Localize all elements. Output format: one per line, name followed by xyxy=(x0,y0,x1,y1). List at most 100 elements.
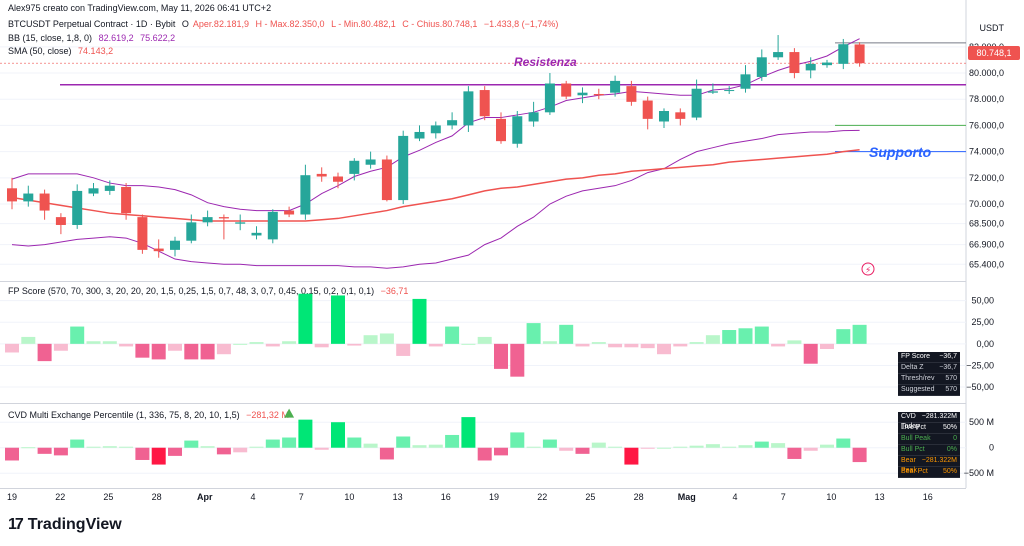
fp-tick-label: 50,00 xyxy=(971,296,994,306)
cvd-bar xyxy=(591,442,606,448)
bb-upper-value: 82.619,2 xyxy=(98,33,134,43)
fp-legend[interactable]: FP Score (570, 70, 300, 3, 20, 20, 20, 1… xyxy=(8,286,412,296)
fp-bar xyxy=(591,342,606,344)
fp-bar xyxy=(347,343,362,346)
cvd-bar xyxy=(135,447,150,460)
cvd-bar xyxy=(461,417,476,448)
candle-body xyxy=(137,217,148,250)
x-tick-label: 10 xyxy=(826,492,836,502)
fp-bar xyxy=(216,343,231,355)
fp-bar xyxy=(428,343,443,347)
x-tick-label: 22 xyxy=(537,492,547,502)
cvd-bar xyxy=(852,447,867,463)
candle-body xyxy=(170,240,180,250)
fp-bar xyxy=(771,343,786,347)
pane-divider-2[interactable] xyxy=(0,403,966,404)
cvd-bar xyxy=(249,446,264,448)
fp-bar xyxy=(803,343,818,364)
candle-body xyxy=(642,100,653,119)
cvd-bar xyxy=(396,436,411,448)
x-tick-label: 16 xyxy=(923,492,933,502)
ohlc-close: C - Chius.80.748,1 xyxy=(402,19,478,29)
fp-bar xyxy=(151,343,166,360)
tradingview-brand[interactable]: 17 TradingView xyxy=(8,516,122,534)
fp-bar xyxy=(249,342,264,344)
ohlc-low: L - Min.80.482,1 xyxy=(331,19,396,29)
sma-legend[interactable]: SMA (50, close) 74.143,2 xyxy=(8,46,117,56)
cvd-bar xyxy=(200,446,215,448)
fp-bar xyxy=(689,342,704,344)
symbol-title[interactable]: BTCUSDT Perpetual Contract · 1D · Bybit xyxy=(8,19,176,29)
candle-body xyxy=(218,217,229,219)
fp-bar xyxy=(477,336,492,344)
cvd-legend[interactable]: CVD Multi Exchange Percentile (1, 336, 7… xyxy=(8,410,293,420)
x-tick-label: 28 xyxy=(152,492,162,502)
price-tick-label: 76.000,0 xyxy=(969,120,1004,130)
table-value: −281.322M xyxy=(921,457,957,464)
candle-body xyxy=(365,159,376,165)
fp-bar xyxy=(5,343,19,353)
table-row: Bear Peak −281.322M xyxy=(898,456,960,474)
cvd-bar xyxy=(510,432,525,448)
cvd-bar xyxy=(624,447,639,465)
candle-body xyxy=(235,222,246,224)
pane-divider-1[interactable] xyxy=(0,281,966,282)
fp-bar xyxy=(754,326,769,344)
candle-body xyxy=(773,52,784,58)
candle-body xyxy=(463,91,474,126)
x-tick-label: Apr xyxy=(197,492,213,502)
price-tick-label: 78.000,0 xyxy=(969,94,1004,104)
cvd-peak-marker-icon xyxy=(284,408,295,418)
fp-bar xyxy=(705,335,720,344)
cvd-bar xyxy=(102,446,117,448)
x-tick-label: 25 xyxy=(585,492,595,502)
cvd-bar xyxy=(575,447,590,454)
candle-body xyxy=(300,175,311,215)
x-tick-label: 28 xyxy=(634,492,644,502)
fp-bar xyxy=(37,343,52,362)
x-tick-label: 10 xyxy=(344,492,354,502)
candle-body xyxy=(284,210,295,215)
cvd-bar xyxy=(722,446,737,448)
cvd-tick-label: 0 xyxy=(989,443,994,453)
candle-body xyxy=(153,248,164,252)
cvd-bar xyxy=(168,447,182,456)
fp-bar xyxy=(379,333,394,344)
table-row: Bear Pct 50% xyxy=(898,467,960,478)
tradingview-logo-icon: 17 xyxy=(8,516,24,533)
candle-body xyxy=(88,188,99,194)
candle-body xyxy=(479,90,490,117)
table-row: CVD Today −281.322M xyxy=(898,412,960,430)
x-tick-label: Mag xyxy=(678,492,696,502)
sma-label: SMA (50, close) xyxy=(8,46,72,56)
cvd-bar xyxy=(233,447,248,453)
candle-body xyxy=(267,211,278,240)
cvd-bar xyxy=(689,445,704,448)
cvd-bar xyxy=(494,447,508,456)
candle-body xyxy=(55,217,66,225)
candle-body xyxy=(430,125,441,134)
fp-bar xyxy=(575,343,590,347)
cvd-tick-label: 500 M xyxy=(969,417,994,427)
table-value: −36,7 xyxy=(939,364,957,371)
fp-table: FP Score −36,7 Delta Z −36,7 Thresh/rev 570 Su… xyxy=(898,352,960,396)
fp-bar xyxy=(445,326,460,344)
cvd-bar xyxy=(53,447,68,456)
fp-bar xyxy=(135,343,150,358)
fp-bar xyxy=(298,293,313,344)
candle-body xyxy=(186,222,197,241)
price-tick-label: 80.000,0 xyxy=(969,68,1004,78)
fp-bar xyxy=(820,343,834,350)
table-key: Bear Pct xyxy=(901,468,928,475)
fp-bar xyxy=(119,343,134,347)
table-key: Bull Pct xyxy=(901,446,925,453)
candle-body xyxy=(528,112,539,122)
cvd-bar xyxy=(265,439,280,448)
cvd-bar xyxy=(151,447,166,465)
bb-legend[interactable]: BB (15, close, 1,8, 0) 82.619,2 75.622,2 xyxy=(8,33,179,43)
candle-body xyxy=(854,44,865,64)
table-row: FP Score −36,7 xyxy=(898,352,960,363)
fp-bar xyxy=(673,343,688,347)
table-row: Thresh/rev 570 xyxy=(898,374,960,385)
